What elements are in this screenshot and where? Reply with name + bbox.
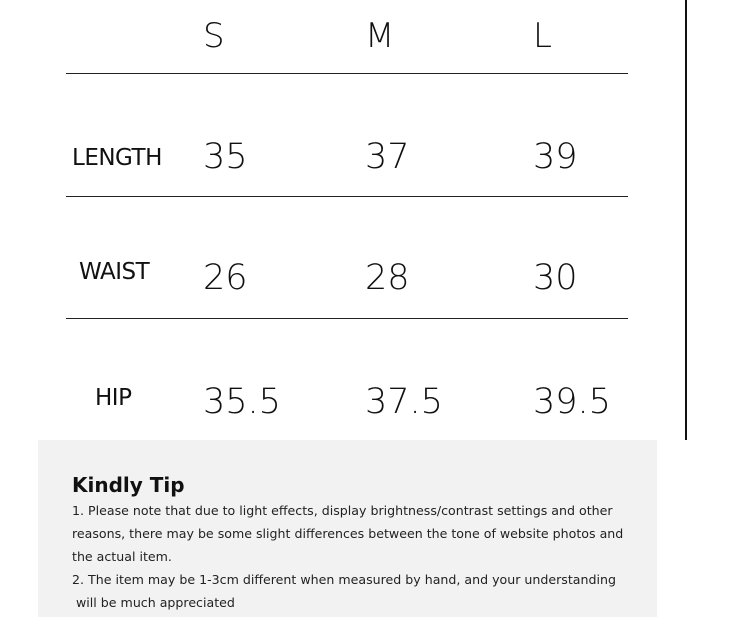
cell-value: 26 [203, 258, 248, 298]
cell-value: 30 [533, 258, 578, 298]
tip-line: will be much appreciated [72, 595, 235, 610]
cell-value: 28 [365, 258, 410, 298]
kindly-tip-box: Kindly Tip 1. Please note that due to li… [38, 440, 657, 617]
size-header-m: M [365, 16, 395, 56]
divider [66, 73, 628, 74]
tip-line: 2. The item may be 1-3cm different when … [72, 572, 616, 587]
tip-line: the actual item. [72, 549, 172, 564]
row-label: HIP [95, 385, 132, 411]
cell-value: 35.5 [203, 382, 281, 422]
cell-value: 35 [203, 137, 248, 177]
vertical-border [685, 0, 687, 440]
cell-value: 39 [533, 137, 578, 177]
row-label: WAIST [79, 259, 150, 285]
divider [66, 318, 628, 319]
cell-value: 37 [365, 137, 410, 177]
cell-value: 39.5 [533, 382, 611, 422]
tip-line: 1. Please note that due to light effects… [72, 503, 613, 518]
size-header-s: S [203, 16, 225, 56]
tip-title: Kindly Tip [72, 473, 185, 497]
size-header-l: L [533, 16, 552, 56]
cell-value: 37.5 [365, 382, 443, 422]
divider [66, 196, 628, 197]
tip-line: reasons, there may be some slight differ… [72, 526, 624, 541]
row-label: LENGTH [72, 145, 162, 171]
